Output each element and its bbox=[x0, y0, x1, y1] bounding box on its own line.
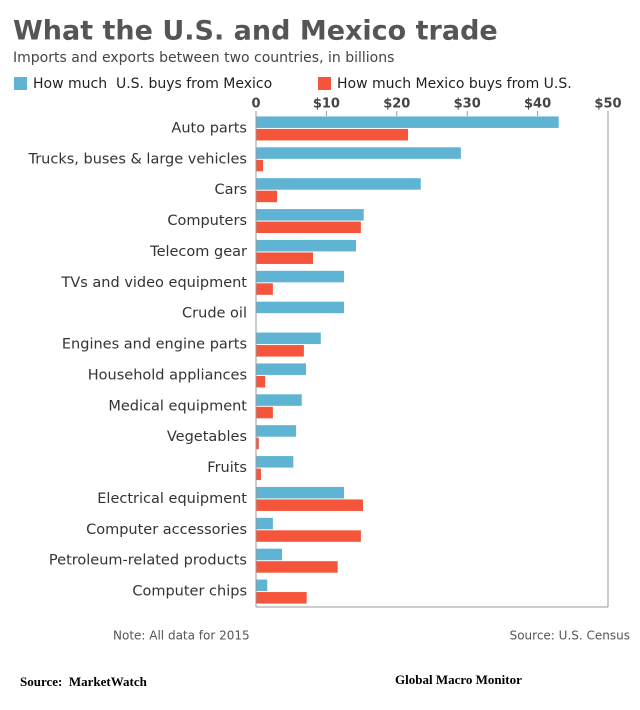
bar bbox=[256, 252, 314, 264]
bar bbox=[256, 592, 307, 604]
y-tick-label: Cars bbox=[214, 182, 247, 198]
bar bbox=[256, 270, 344, 283]
note: Note: All data for 2015 bbox=[113, 629, 250, 643]
x-tick-label: $50 bbox=[594, 97, 621, 112]
legend-swatch bbox=[318, 77, 331, 90]
bar bbox=[256, 456, 294, 468]
bar bbox=[256, 116, 559, 128]
bar bbox=[256, 486, 344, 499]
data-source: Source: U.S. Census bbox=[510, 629, 630, 643]
chart-subtitle: Imports and exports between two countrie… bbox=[13, 50, 394, 66]
bar bbox=[256, 548, 283, 561]
bar bbox=[256, 499, 364, 511]
y-tick-label: Computer chips bbox=[132, 584, 247, 600]
x-tick-label: $10 bbox=[313, 97, 340, 112]
y-tick-label: Petroleum-related products bbox=[49, 553, 247, 569]
y-tick-label: Engines and engine parts bbox=[62, 337, 247, 353]
legend-label: How much U.S. buys from Mexico bbox=[33, 76, 272, 92]
bar bbox=[256, 517, 273, 530]
bar bbox=[256, 178, 421, 190]
y-tick-label: Medical equipment bbox=[108, 398, 247, 414]
y-tick-label: Computers bbox=[167, 213, 247, 229]
x-tick-label: $30 bbox=[454, 97, 481, 112]
y-tick-label: Fruits bbox=[207, 460, 247, 476]
y-tick-label: Trucks, buses & large vehicles bbox=[27, 151, 247, 167]
y-tick-label: Vegetables bbox=[167, 429, 247, 445]
y-tick-label: Crude oil bbox=[182, 306, 247, 322]
y-tick-label: Household appliances bbox=[88, 367, 247, 383]
bar bbox=[256, 332, 321, 345]
y-tick-label: TVs and video equipment bbox=[60, 275, 247, 291]
bar bbox=[256, 437, 259, 450]
x-tick-label: 0 bbox=[251, 97, 260, 112]
bar bbox=[256, 345, 304, 357]
y-tick-label: Telecom gear bbox=[149, 244, 247, 260]
bar bbox=[256, 301, 344, 314]
legend-label: How much Mexico buys from U.S. bbox=[337, 76, 572, 92]
x-tick-label: $40 bbox=[524, 97, 551, 112]
y-tick-label: Electrical equipment bbox=[97, 491, 247, 507]
bar bbox=[256, 147, 461, 159]
chart-title: What the U.S. and Mexico trade bbox=[13, 16, 498, 47]
y-tick-label: Auto parts bbox=[171, 120, 247, 136]
bar bbox=[256, 209, 364, 221]
bar bbox=[256, 561, 338, 573]
bar bbox=[256, 239, 356, 252]
bar bbox=[256, 190, 278, 203]
legend-swatch bbox=[14, 77, 27, 90]
bar bbox=[256, 363, 306, 375]
bar bbox=[256, 406, 273, 419]
x-tick-label: $20 bbox=[383, 97, 410, 112]
bar bbox=[256, 468, 261, 481]
bar bbox=[256, 375, 266, 388]
bar bbox=[256, 530, 361, 542]
y-tick-label: Computer accessories bbox=[86, 522, 247, 538]
bar bbox=[256, 159, 264, 172]
bar bbox=[256, 579, 268, 592]
bar bbox=[256, 394, 302, 406]
bar bbox=[256, 221, 361, 234]
footer-credit: Global Macro Monitor bbox=[395, 672, 522, 687]
bar bbox=[256, 283, 273, 295]
bar bbox=[256, 425, 297, 437]
footer-source: Source: MarketWatch bbox=[20, 674, 148, 689]
bar bbox=[256, 128, 409, 141]
